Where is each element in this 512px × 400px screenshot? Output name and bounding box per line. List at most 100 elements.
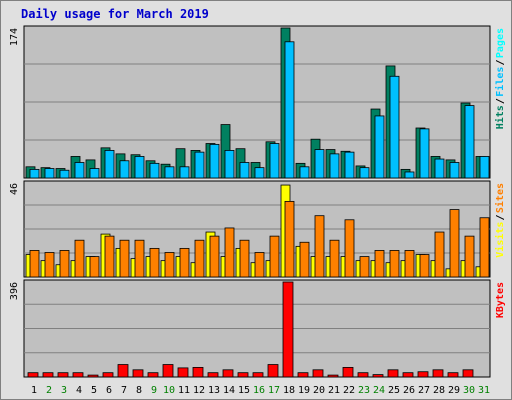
day-label-9: 9	[151, 385, 157, 396]
bar-files-day-8	[134, 156, 145, 179]
bar-sites-day-4	[74, 239, 85, 278]
bar-sites-day-17	[269, 235, 280, 278]
bar-kbytes-day-22	[342, 367, 354, 378]
bar-kbytes-day-1	[27, 372, 39, 378]
bar-files-day-9	[149, 162, 160, 179]
day-label-15: 15	[238, 385, 250, 396]
bar-sites-day-28	[434, 231, 445, 278]
bar-kbytes-day-13	[207, 372, 219, 378]
bar-sites-day-27	[419, 254, 430, 278]
bar-kbytes-day-3	[57, 372, 69, 378]
bar-kbytes-day-24	[372, 374, 384, 378]
bar-kbytes-day-15	[237, 372, 249, 378]
bar-kbytes-day-20	[312, 369, 324, 378]
legend-sites-visits-2: Visits	[494, 222, 506, 258]
day-label-10: 10	[163, 385, 175, 396]
bar-files-day-4	[74, 162, 85, 179]
bar-sites-day-13	[209, 235, 220, 278]
bar-sites-day-21	[329, 239, 340, 278]
bar-files-day-26	[404, 171, 415, 179]
day-label-3: 3	[61, 385, 67, 396]
bar-kbytes-day-21	[327, 374, 339, 378]
bar-files-day-14	[224, 150, 235, 179]
bar-kbytes-day-23	[357, 372, 369, 378]
bar-files-day-20	[314, 149, 325, 179]
bar-sites-day-2	[44, 252, 55, 278]
bar-files-day-3	[59, 169, 70, 179]
day-label-23: 23	[358, 385, 370, 396]
bar-files-day-30	[464, 105, 475, 179]
bar-files-day-21	[329, 153, 340, 179]
day-label-20: 20	[313, 385, 325, 396]
bar-kbytes-day-12	[192, 367, 204, 378]
bar-sites-day-31	[479, 217, 490, 278]
day-label-6: 6	[106, 385, 112, 396]
bar-files-day-2	[44, 168, 55, 179]
legend-hits-files-pages-4: Hits	[494, 105, 506, 129]
bar-sites-day-7	[119, 239, 130, 278]
day-label-22: 22	[343, 385, 355, 396]
day-label-7: 7	[121, 385, 127, 396]
bar-sites-day-6	[104, 235, 115, 278]
bar-sites-day-14	[224, 227, 235, 278]
bar-files-day-23	[359, 167, 370, 179]
bar-sites-day-24	[374, 250, 385, 278]
bar-files-day-1	[29, 168, 40, 179]
bar-files-day-5	[89, 168, 100, 179]
bar-kbytes-day-19	[297, 372, 309, 378]
bar-kbytes-day-10	[162, 364, 174, 378]
bar-files-day-11	[179, 166, 190, 179]
day-label-12: 12	[193, 385, 205, 396]
bar-sites-day-22	[344, 219, 355, 278]
bar-kbytes-day-28	[432, 369, 444, 378]
day-label-25: 25	[388, 385, 400, 396]
bar-sites-day-11	[179, 247, 190, 278]
bar-sites-day-15	[239, 239, 250, 278]
bar-sites-day-9	[149, 247, 160, 278]
max-label-sites-visits: 46	[9, 183, 20, 195]
bar-kbytes-day-7	[117, 364, 129, 378]
bar-kbytes-day-27	[417, 371, 429, 378]
bar-kbytes-day-29	[447, 372, 459, 378]
day-label-19: 19	[298, 385, 310, 396]
bar-kbytes-day-14	[222, 369, 234, 378]
bar-files-day-29	[449, 162, 460, 179]
bar-kbytes-day-6	[102, 372, 114, 378]
max-label-hits-files-pages: 174	[9, 28, 20, 46]
bar-kbytes-day-9	[147, 372, 159, 378]
day-label-5: 5	[91, 385, 97, 396]
bar-files-day-6	[104, 150, 115, 179]
bar-kbytes-day-18	[282, 281, 294, 378]
bar-files-day-13	[209, 143, 220, 179]
day-label-1: 1	[31, 385, 37, 396]
day-label-28: 28	[433, 385, 445, 396]
bar-sites-day-26	[404, 250, 415, 278]
bar-files-day-24	[374, 115, 385, 179]
day-label-13: 13	[208, 385, 220, 396]
day-label-2: 2	[46, 385, 52, 396]
bar-files-day-22	[344, 151, 355, 179]
day-label-26: 26	[403, 385, 415, 396]
bar-sites-day-19	[299, 241, 310, 278]
legend-sites-visits-1: /	[495, 215, 506, 221]
bar-kbytes-day-30	[462, 369, 474, 378]
day-label-16: 16	[253, 385, 265, 396]
bar-kbytes-day-11	[177, 367, 189, 378]
day-label-29: 29	[448, 385, 460, 396]
bar-files-day-15	[239, 162, 250, 179]
day-label-30: 30	[463, 385, 475, 396]
bar-sites-day-20	[314, 215, 325, 278]
bar-sites-day-29	[449, 209, 460, 278]
bar-files-day-27	[419, 128, 430, 179]
legend-sites-visits-0: Sites	[494, 183, 506, 213]
bar-kbytes-day-5	[87, 374, 99, 378]
day-label-21: 21	[328, 385, 340, 396]
bar-sites-day-10	[164, 252, 175, 278]
bar-sites-day-18	[284, 200, 295, 278]
max-label-kbytes: 396	[9, 282, 20, 300]
day-label-11: 11	[178, 385, 190, 396]
bar-sites-day-30	[464, 235, 475, 278]
day-label-8: 8	[136, 385, 142, 396]
day-label-14: 14	[223, 385, 235, 396]
